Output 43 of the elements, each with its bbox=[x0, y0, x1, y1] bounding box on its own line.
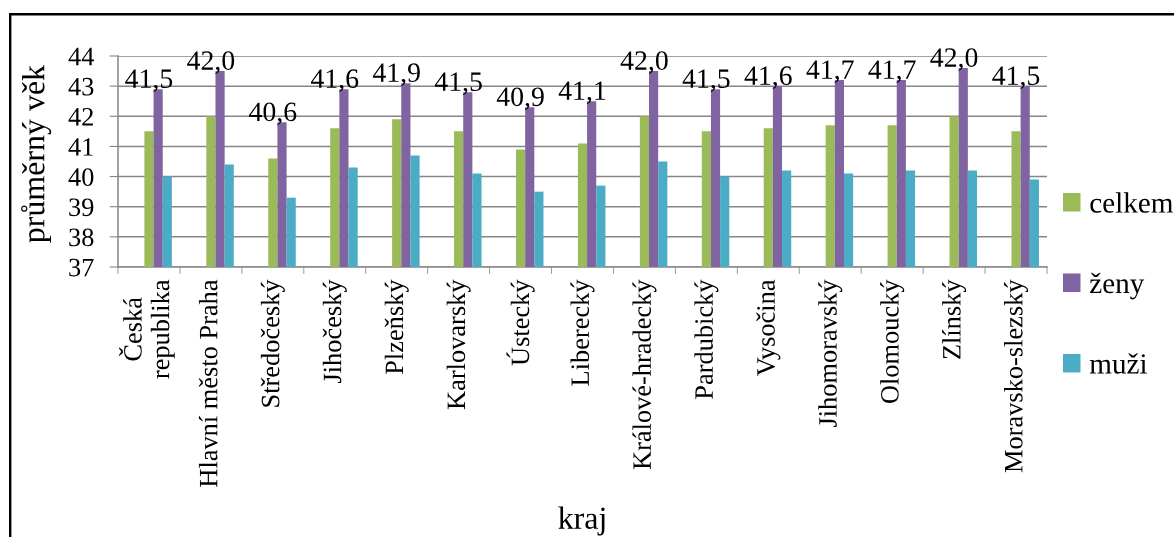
data-label: 41,6 bbox=[744, 66, 792, 90]
y-tick-label: 37 bbox=[69, 258, 94, 277]
x-tick-label: Králové-hradecký bbox=[632, 279, 657, 470]
data-label: 40,9 bbox=[496, 87, 544, 111]
data-label: 41,7 bbox=[806, 60, 854, 83]
data-label: 42,0 bbox=[187, 51, 235, 74]
data-label: 41,5 bbox=[125, 69, 173, 93]
x-tick-label: Plzeňský bbox=[384, 279, 409, 375]
x-tick-label: Olomoucký bbox=[880, 279, 905, 404]
data-label: 41,5 bbox=[682, 69, 730, 93]
x-tick-label: Hlavní město Praha bbox=[198, 279, 218, 487]
y-tick-label: 39 bbox=[69, 198, 94, 217]
x-tick-label: Liberecký bbox=[570, 279, 595, 386]
data-label: 40,6 bbox=[249, 102, 297, 126]
y-tick-label: 42 bbox=[68, 107, 93, 126]
y-axis-title: průměrný věk bbox=[21, 64, 52, 243]
y-tick-label: 40 bbox=[68, 168, 94, 186]
x-tick-label: Jihočeský bbox=[322, 279, 347, 384]
legend-label: ženy bbox=[1090, 272, 1145, 300]
legend-label: muži bbox=[1089, 353, 1148, 374]
y-tick-label: 44 bbox=[68, 47, 94, 66]
data-label: 41,5 bbox=[992, 66, 1040, 90]
y-tick-label: 43 bbox=[68, 77, 94, 96]
x-tick-label: Jihomoravský bbox=[818, 279, 843, 428]
data-label: 41,6 bbox=[311, 69, 359, 93]
x-tick-label: Zlínský bbox=[942, 279, 967, 359]
data-label: 41,7 bbox=[868, 60, 916, 83]
x-tick-label: Česká republika bbox=[118, 279, 175, 379]
data-label: 41,1 bbox=[558, 81, 606, 105]
x-tick-label: Moravsko-slezský bbox=[1004, 279, 1029, 473]
y-tick-label: 41 bbox=[68, 138, 93, 156]
x-tick-label: Vysočina bbox=[756, 279, 781, 376]
x-tick-label: Pardubický bbox=[694, 279, 719, 399]
x-tick-label: Karlovarský bbox=[446, 279, 471, 410]
x-tick-label: Středočeský bbox=[260, 279, 285, 407]
legend-label: celkem bbox=[1090, 192, 1173, 213]
data-label: 42,0 bbox=[930, 48, 978, 71]
x-tick-label: Ústecký bbox=[506, 279, 535, 366]
data-label: 41,9 bbox=[372, 63, 420, 87]
data-label: 41,5 bbox=[434, 72, 482, 96]
y-tick-label: 38 bbox=[69, 228, 94, 247]
data-label: 42,0 bbox=[620, 51, 668, 74]
x-axis-title: kraj bbox=[558, 506, 605, 536]
